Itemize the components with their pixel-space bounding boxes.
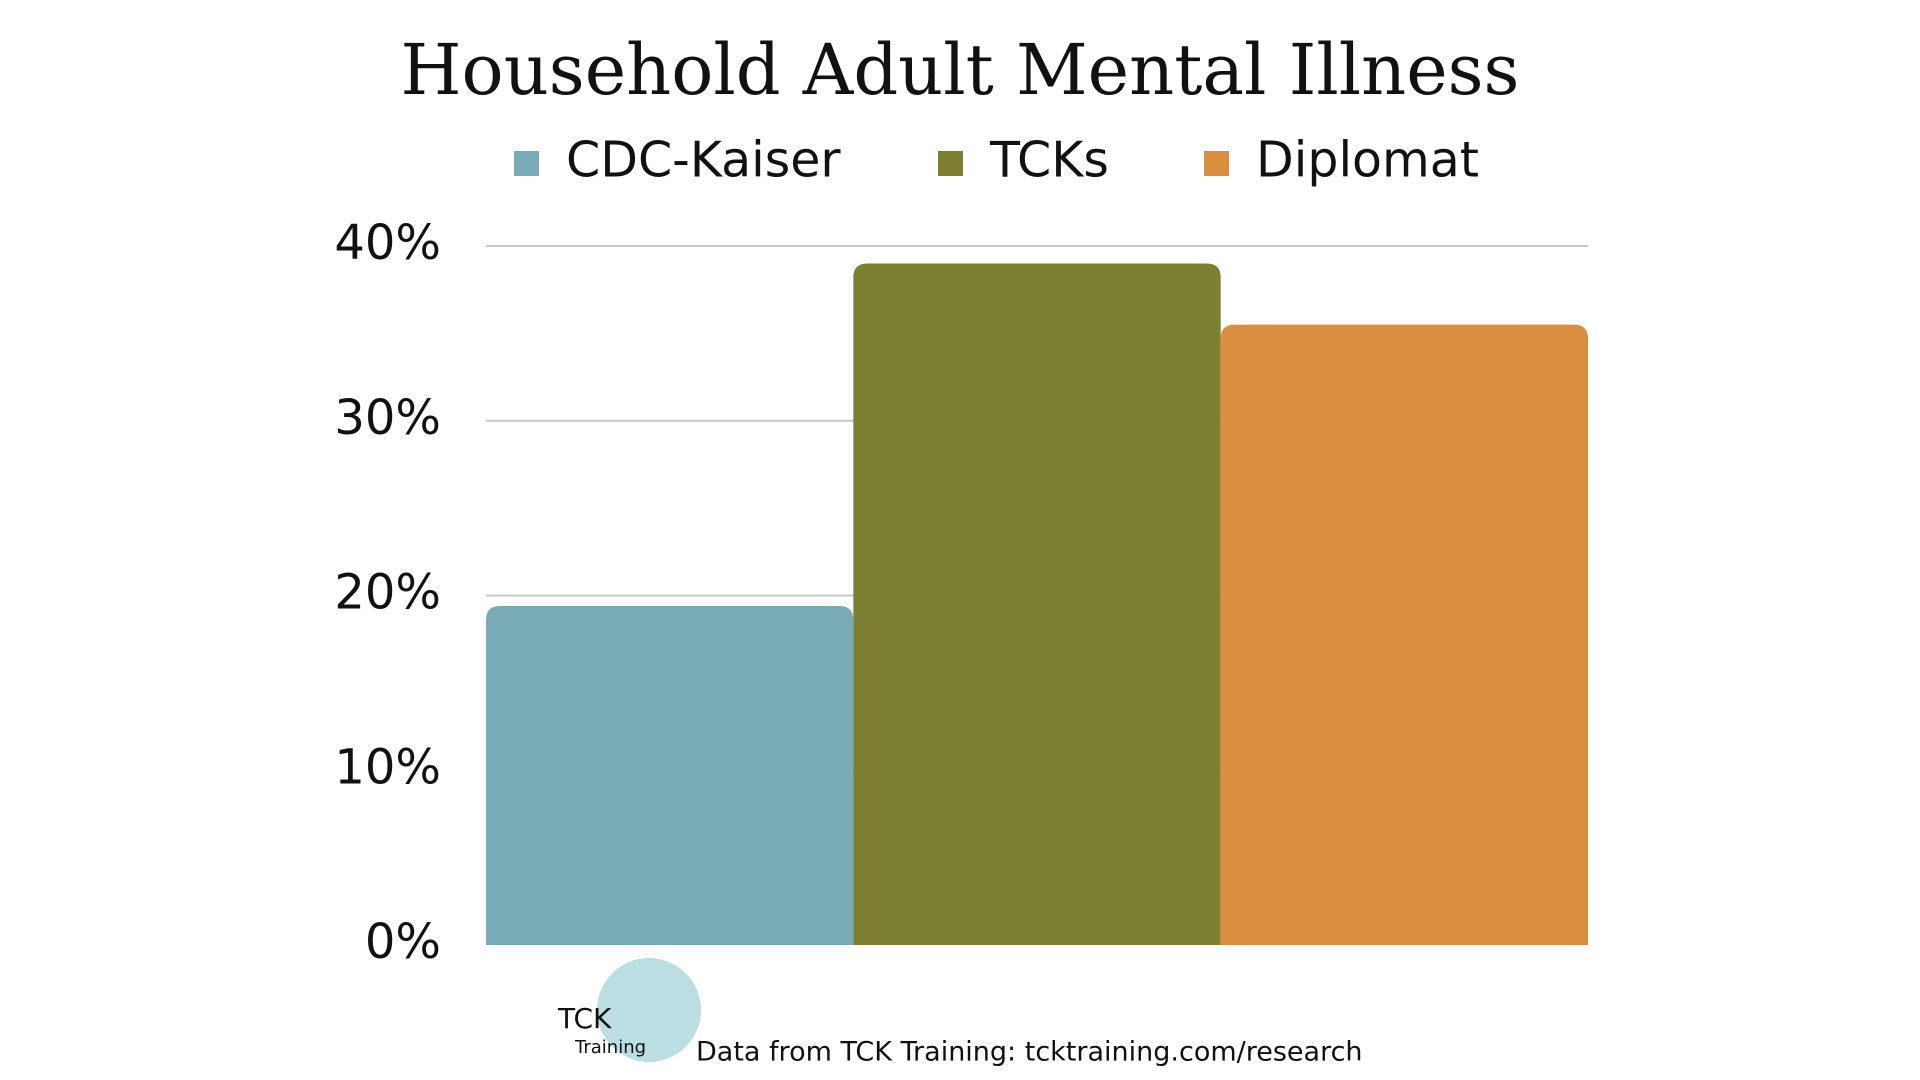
chart-title: Household Adult Mental Illness: [401, 29, 1520, 111]
source-note: Data from TCK Training: tcktraining.com/…: [696, 1037, 1363, 1068]
logo-text: TCK: [557, 1002, 612, 1035]
legend-swatch: [1204, 151, 1229, 176]
logo-text: Training: [574, 1037, 646, 1058]
y-tick-label: 10%: [334, 739, 441, 795]
y-tick-label: 20%: [334, 565, 441, 621]
y-tick-label: 0%: [365, 914, 441, 970]
bar: [853, 263, 1221, 946]
logo-circle: [597, 958, 701, 1062]
legend-swatch: [514, 151, 539, 176]
legend-swatch: [938, 151, 963, 176]
legend-label: Diplomat: [1256, 132, 1479, 189]
bar: [486, 605, 854, 945]
legend-label: CDC-Kaiser: [566, 132, 841, 189]
y-tick-label: 30%: [334, 390, 441, 446]
legend-label: TCKs: [989, 132, 1109, 189]
y-tick-label: 40%: [334, 215, 441, 271]
bar: [1220, 324, 1588, 945]
